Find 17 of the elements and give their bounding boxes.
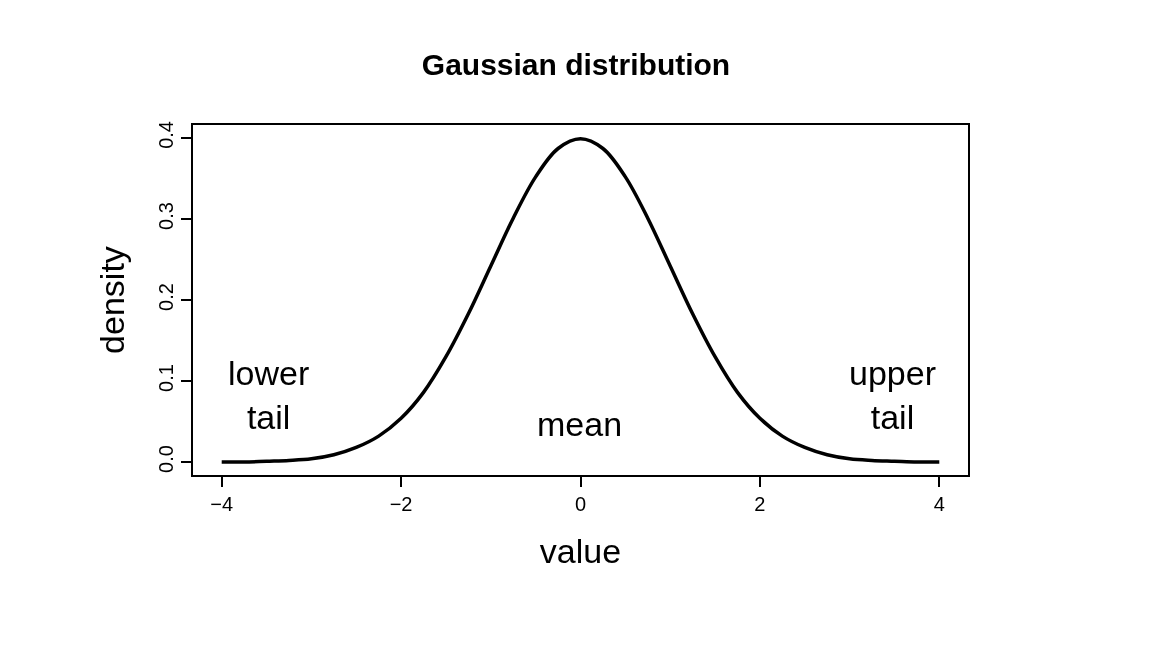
x-axis-title: value: [539, 531, 622, 570]
x-tick-label: −4: [210, 492, 234, 515]
annotation: mean: [537, 405, 623, 443]
x-tick-label: 0: [574, 492, 587, 515]
y-tick-label: 0.3: [155, 202, 178, 230]
x-tick-label: −2: [389, 492, 413, 515]
annotation: upper tail: [849, 354, 936, 437]
line-series: [219, 137, 942, 464]
y-axis-title: density: [93, 246, 132, 354]
annotation: lower tail: [228, 354, 310, 437]
x-tick-label: 4: [933, 492, 945, 515]
chart-title: Gaussian distribution: [421, 48, 731, 82]
y-tick-label: 0.0: [155, 445, 178, 473]
y-tick-label: 0.1: [155, 364, 178, 392]
y-tick-label: 0.2: [155, 283, 178, 311]
x-tick-label: 2: [754, 492, 766, 515]
y-tick-label: 0.4: [155, 121, 178, 149]
